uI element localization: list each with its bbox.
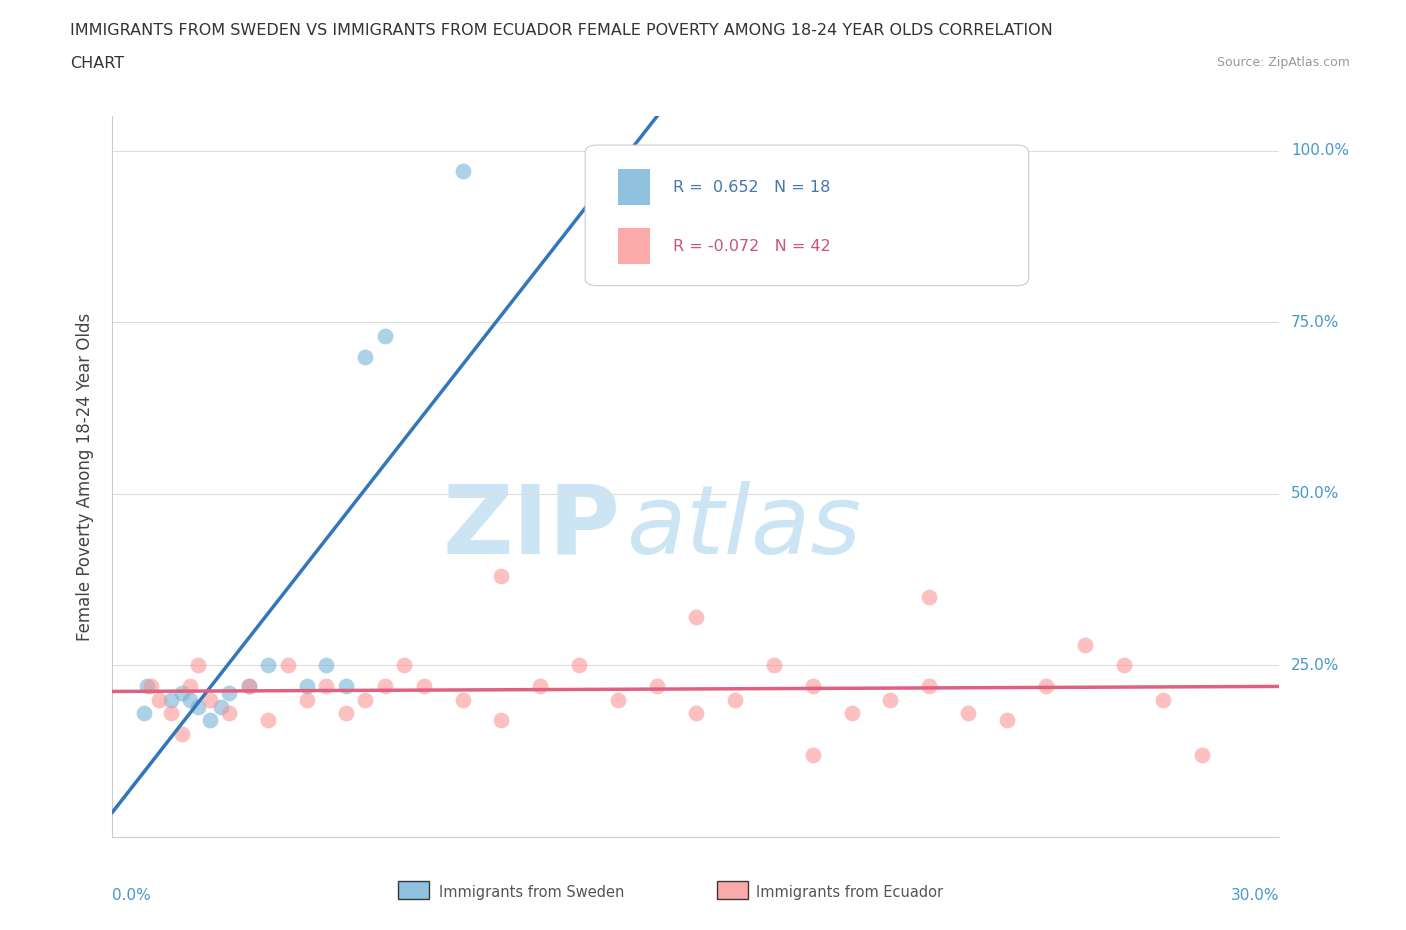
Point bbox=[198, 692, 221, 707]
Point bbox=[918, 590, 941, 604]
Point bbox=[172, 726, 194, 741]
Text: Source: ZipAtlas.com: Source: ZipAtlas.com bbox=[1216, 56, 1350, 69]
Point bbox=[238, 679, 260, 694]
Text: atlas: atlas bbox=[626, 481, 860, 574]
Text: R = -0.072   N = 42: R = -0.072 N = 42 bbox=[672, 239, 831, 254]
Point bbox=[295, 692, 318, 707]
Point bbox=[1074, 637, 1097, 652]
Point bbox=[685, 610, 707, 625]
Point bbox=[995, 713, 1018, 728]
Point bbox=[132, 706, 155, 721]
Point bbox=[148, 692, 170, 707]
Text: IMMIGRANTS FROM SWEDEN VS IMMIGRANTS FROM ECUADOR FEMALE POVERTY AMONG 18-24 YEA: IMMIGRANTS FROM SWEDEN VS IMMIGRANTS FRO… bbox=[70, 23, 1053, 38]
Point bbox=[957, 706, 980, 721]
Point bbox=[685, 706, 707, 721]
Point bbox=[841, 706, 863, 721]
Point bbox=[209, 699, 232, 714]
Text: 100.0%: 100.0% bbox=[1291, 143, 1350, 158]
Point bbox=[141, 679, 163, 694]
Point bbox=[276, 658, 298, 672]
Point bbox=[295, 679, 318, 694]
Point bbox=[257, 713, 280, 728]
Point bbox=[645, 679, 668, 694]
Bar bbox=[617, 169, 651, 206]
Point bbox=[394, 658, 416, 672]
Point bbox=[1112, 658, 1135, 672]
Point bbox=[1152, 692, 1174, 707]
Point bbox=[801, 747, 824, 762]
Point bbox=[315, 658, 337, 672]
Point bbox=[568, 658, 591, 672]
Text: 25.0%: 25.0% bbox=[1291, 658, 1340, 673]
Text: 75.0%: 75.0% bbox=[1291, 314, 1340, 329]
Point bbox=[1035, 679, 1057, 694]
Y-axis label: Female Poverty Among 18-24 Year Olds: Female Poverty Among 18-24 Year Olds bbox=[76, 312, 94, 641]
Point bbox=[801, 679, 824, 694]
Point bbox=[257, 658, 280, 672]
Point bbox=[491, 713, 513, 728]
Point bbox=[335, 679, 357, 694]
Point bbox=[607, 692, 630, 707]
Point bbox=[354, 692, 377, 707]
Point bbox=[179, 679, 201, 694]
Text: 30.0%: 30.0% bbox=[1232, 888, 1279, 903]
Point bbox=[172, 685, 194, 700]
Point bbox=[879, 692, 901, 707]
Point bbox=[354, 349, 377, 364]
Point bbox=[160, 706, 183, 721]
Text: Immigrants from Sweden: Immigrants from Sweden bbox=[439, 885, 624, 900]
Point bbox=[179, 692, 201, 707]
Point bbox=[645, 164, 668, 179]
Point bbox=[451, 692, 474, 707]
Bar bbox=[617, 229, 651, 264]
Point bbox=[1191, 747, 1213, 762]
Point bbox=[238, 679, 260, 694]
Point bbox=[218, 706, 240, 721]
Text: R =  0.652   N = 18: R = 0.652 N = 18 bbox=[672, 179, 830, 194]
Point bbox=[451, 164, 474, 179]
Point bbox=[218, 685, 240, 700]
Point bbox=[198, 713, 221, 728]
Point bbox=[491, 569, 513, 584]
Text: 50.0%: 50.0% bbox=[1291, 486, 1340, 501]
Text: ZIP: ZIP bbox=[443, 481, 620, 574]
Point bbox=[374, 679, 396, 694]
Point bbox=[160, 692, 183, 707]
FancyBboxPatch shape bbox=[585, 145, 1029, 286]
Point bbox=[187, 699, 209, 714]
Point bbox=[374, 328, 396, 343]
Point bbox=[762, 658, 785, 672]
Point bbox=[136, 679, 159, 694]
Point bbox=[918, 679, 941, 694]
Point bbox=[529, 679, 551, 694]
Text: 0.0%: 0.0% bbox=[112, 888, 152, 903]
Point bbox=[412, 679, 434, 694]
Text: CHART: CHART bbox=[70, 56, 124, 71]
Point bbox=[315, 679, 337, 694]
Point bbox=[335, 706, 357, 721]
Point bbox=[187, 658, 209, 672]
Point bbox=[724, 692, 747, 707]
Text: Immigrants from Ecuador: Immigrants from Ecuador bbox=[756, 885, 943, 900]
